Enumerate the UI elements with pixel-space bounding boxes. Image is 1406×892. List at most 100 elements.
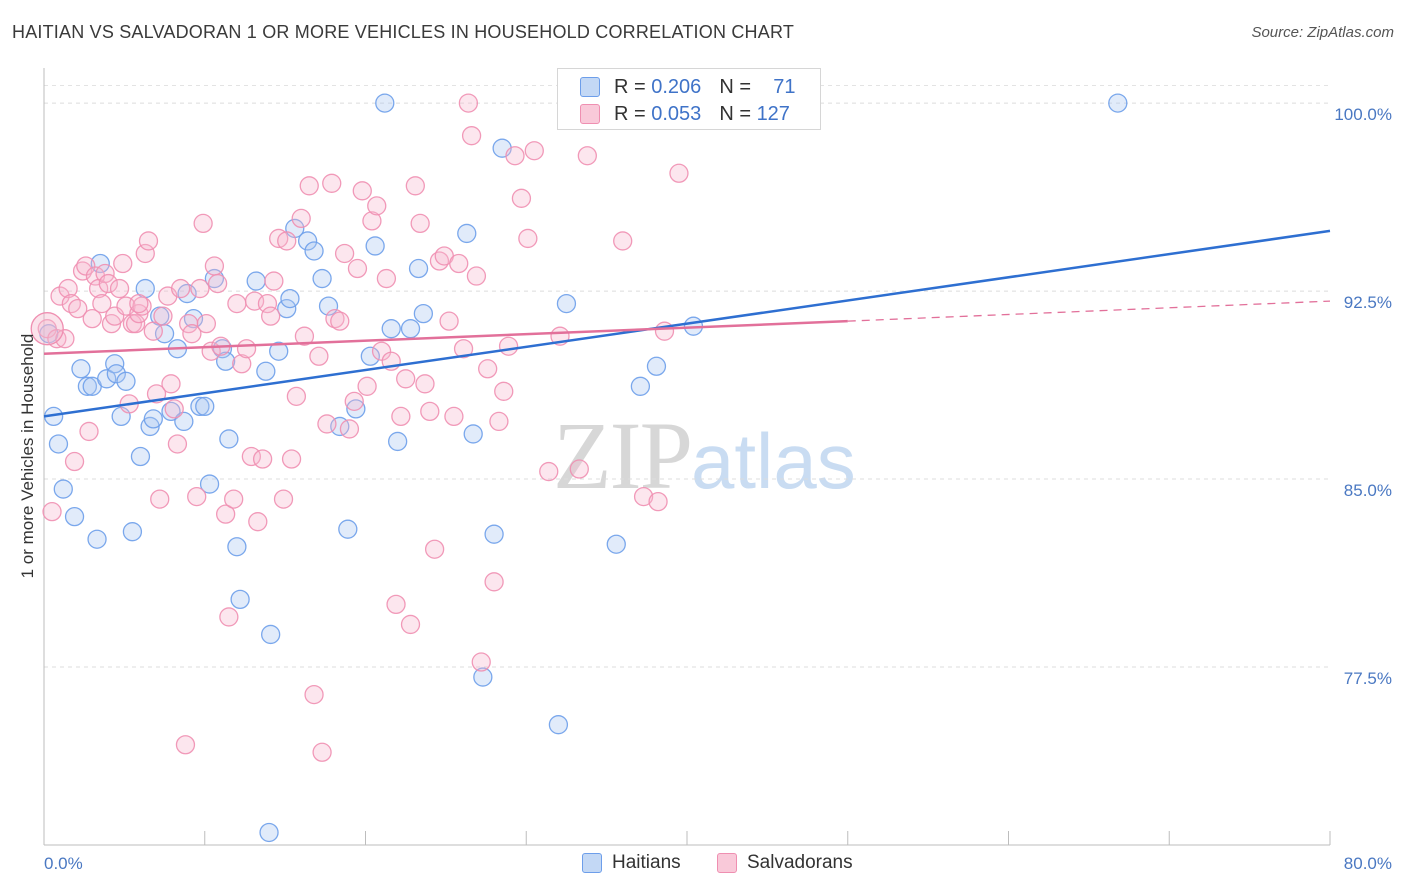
bottom-legend-swatch-salvadorans bbox=[717, 853, 737, 873]
data-point bbox=[122, 522, 143, 542]
series-salvadorans-points bbox=[30, 93, 689, 762]
data-point bbox=[153, 306, 173, 326]
data-point bbox=[132, 296, 152, 316]
data-point bbox=[338, 519, 358, 539]
data-point bbox=[190, 278, 210, 299]
data-point bbox=[347, 258, 368, 279]
data-point bbox=[241, 446, 262, 467]
watermark-atlas: atlas bbox=[691, 417, 856, 505]
data-point bbox=[424, 539, 445, 559]
legend-row-haitians: R = 0.206 N = 71 bbox=[580, 74, 795, 100]
data-point bbox=[400, 319, 421, 339]
data-point bbox=[129, 293, 149, 314]
data-point bbox=[669, 163, 689, 183]
data-point bbox=[309, 346, 329, 366]
data-point bbox=[362, 211, 382, 231]
data-point bbox=[90, 253, 110, 274]
data-point bbox=[410, 213, 430, 234]
data-point bbox=[400, 614, 421, 635]
data-point bbox=[408, 258, 429, 279]
data-point bbox=[236, 339, 257, 359]
data-point bbox=[484, 572, 504, 592]
watermark: ZIPatlas bbox=[553, 400, 856, 511]
data-point-cluster bbox=[30, 312, 64, 346]
stats-legend: R = 0.206 N = 71 R = 0.053 N = 127 bbox=[557, 68, 821, 130]
x-tick-label-min: 0.0% bbox=[44, 854, 83, 873]
legend-swatch-haitians bbox=[580, 77, 600, 97]
data-point bbox=[299, 176, 319, 196]
data-point bbox=[87, 529, 107, 549]
data-point bbox=[97, 369, 117, 389]
data-point bbox=[344, 391, 364, 412]
trend-lines bbox=[43, 229, 1331, 418]
data-point bbox=[175, 735, 196, 755]
data-point bbox=[116, 371, 136, 391]
data-point bbox=[453, 339, 474, 359]
y-tick-label: 77.5% bbox=[1344, 669, 1392, 688]
data-point bbox=[413, 303, 434, 324]
legend-n-label: N = bbox=[719, 75, 751, 98]
data-point bbox=[330, 311, 350, 331]
data-point bbox=[498, 336, 519, 356]
data-point bbox=[64, 451, 85, 472]
data-point bbox=[58, 278, 78, 299]
data-point bbox=[286, 386, 307, 406]
data-point bbox=[471, 652, 491, 672]
legend-n-value-haitians: 71 bbox=[773, 75, 796, 98]
data-point bbox=[444, 406, 464, 427]
legend-r-value-haitians: 0.206 bbox=[651, 75, 702, 98]
data-point bbox=[312, 742, 332, 762]
watermark-zip: ZIP bbox=[553, 402, 693, 509]
data-point bbox=[277, 231, 297, 251]
bottom-legend-label-salvadorans: Salvadorans bbox=[747, 852, 853, 873]
data-point bbox=[494, 381, 514, 401]
data-point bbox=[53, 479, 73, 499]
data-point bbox=[230, 589, 250, 610]
data-point bbox=[556, 293, 577, 314]
trend-line-haitians bbox=[43, 229, 1331, 418]
data-point bbox=[190, 396, 210, 417]
data-point bbox=[170, 278, 191, 299]
data-point bbox=[256, 361, 276, 381]
data-point bbox=[518, 228, 538, 249]
data-point bbox=[79, 421, 99, 442]
bottom-legend-label-haitians: Haitians bbox=[612, 852, 681, 873]
data-point bbox=[273, 489, 294, 509]
data-point bbox=[109, 278, 130, 299]
data-point bbox=[371, 341, 392, 361]
legend-swatch-salvadorans bbox=[580, 104, 600, 124]
data-point bbox=[484, 524, 504, 544]
data-point bbox=[161, 401, 181, 422]
data-point bbox=[219, 429, 239, 449]
data-point bbox=[489, 411, 509, 432]
data-point bbox=[539, 461, 559, 482]
data-point bbox=[105, 354, 125, 374]
data-point bbox=[630, 376, 651, 396]
data-point bbox=[461, 126, 482, 146]
legend-n-label: N = bbox=[719, 102, 751, 125]
data-point bbox=[77, 376, 98, 396]
data-point bbox=[524, 141, 544, 161]
data-point bbox=[633, 486, 654, 507]
data-point bbox=[478, 359, 498, 379]
data-point bbox=[252, 449, 273, 469]
data-point bbox=[227, 293, 247, 314]
data-point bbox=[64, 507, 85, 527]
y-tick-label: 100.0% bbox=[1334, 105, 1392, 124]
data-point bbox=[463, 424, 483, 444]
data-point bbox=[334, 243, 355, 264]
data-point bbox=[161, 374, 181, 394]
data-point bbox=[569, 459, 589, 479]
data-point bbox=[248, 512, 268, 532]
data-point bbox=[269, 341, 289, 361]
data-point bbox=[82, 308, 102, 329]
data-point bbox=[420, 401, 440, 422]
x-ticks bbox=[43, 831, 1331, 845]
data-point bbox=[365, 236, 385, 256]
data-point bbox=[138, 231, 159, 251]
data-point bbox=[143, 409, 163, 429]
data-point bbox=[396, 369, 416, 389]
data-point bbox=[193, 213, 213, 234]
data-point bbox=[548, 715, 569, 735]
